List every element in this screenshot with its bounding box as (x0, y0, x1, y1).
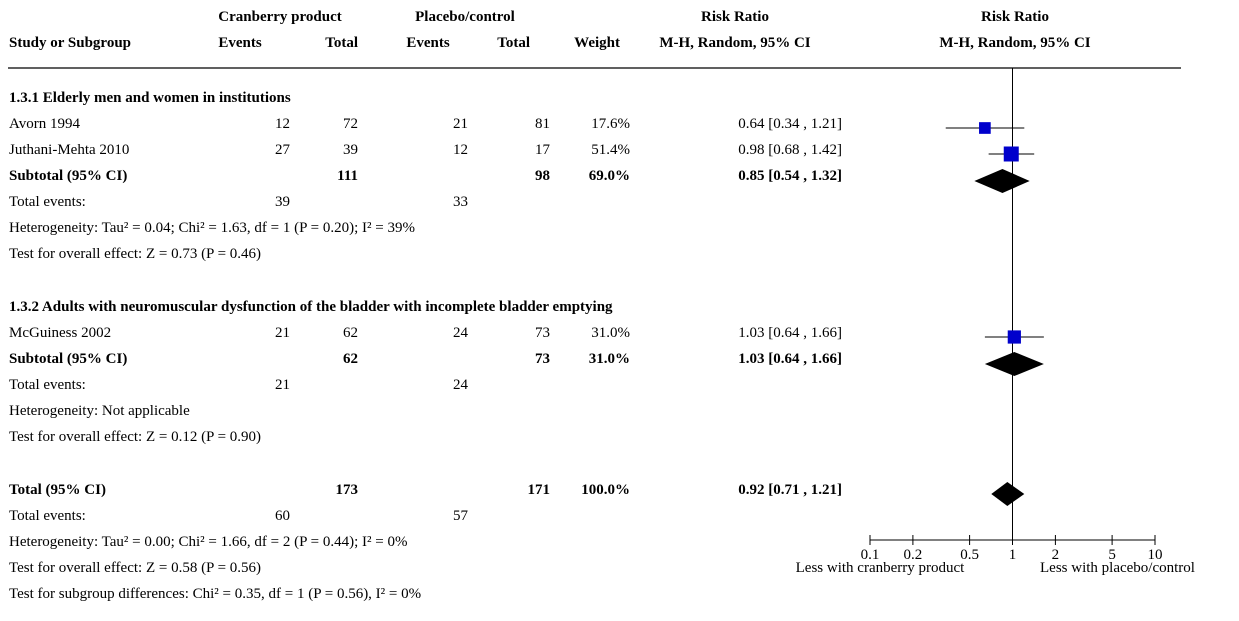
ci-text: 0.85 [0.54 , 1.32] (738, 168, 842, 184)
total2: 17 (535, 142, 550, 158)
total-label: Total (95% CI) (9, 482, 106, 498)
total2: 81 (535, 116, 550, 132)
heterogeneity: Heterogeneity: Tau² = 0.00; Chi² = 1.66,… (9, 534, 408, 550)
events1: 21 (275, 377, 290, 393)
axis-left-label: Less with cranberry product (795, 560, 965, 576)
events1: 60 (275, 508, 290, 524)
x-tick-label: 10 (1148, 547, 1163, 563)
study-name: McGuiness 2002 (9, 325, 112, 341)
x-tick-label: 2 (1052, 547, 1060, 563)
weight: 17.6% (591, 116, 630, 132)
study-marker (979, 122, 991, 134)
col-study: Study or Subgroup (9, 35, 132, 51)
events2: 57 (453, 508, 468, 524)
events2: 12 (453, 142, 468, 158)
events1: 27 (275, 142, 290, 158)
pooled-diamond (984, 352, 1044, 376)
events1: 21 (275, 325, 290, 341)
subtotal-label: Subtotal (95% CI) (9, 168, 128, 184)
col-events1: Events (218, 35, 262, 51)
x-tick-label: 0.5 (960, 547, 979, 563)
col-weight: Weight (574, 35, 620, 51)
study-marker (1007, 330, 1021, 344)
events-label: Total events: (9, 194, 86, 210)
x-tick-label: 0.1 (861, 547, 880, 563)
total2: 73 (535, 325, 550, 341)
total2: 73 (535, 351, 550, 367)
weight: 69.0% (588, 168, 630, 184)
x-tick-label: 0.2 (904, 547, 923, 563)
events2: 24 (453, 377, 468, 393)
total2: 98 (535, 168, 550, 184)
weight: 31.0% (591, 325, 630, 341)
total1: 62 (343, 325, 358, 341)
plot-method: M-H, Random, 95% CI (939, 35, 1091, 51)
rr-title: Risk Ratio (701, 9, 769, 25)
total1: 62 (343, 351, 358, 367)
ci-text: 1.03 [0.64 , 1.66] (738, 351, 842, 367)
x-tick-label: 1 (1009, 547, 1017, 563)
subtotal-label: Subtotal (95% CI) (9, 351, 128, 367)
group2-header: Placebo/control (415, 9, 515, 25)
events1: 12 (275, 116, 290, 132)
pooled-diamond (991, 482, 1025, 506)
weight: 51.4% (591, 142, 630, 158)
overall-effect: Test for overall effect: Z = 0.58 (P = 0… (9, 560, 262, 576)
study-marker (1003, 146, 1019, 162)
weight: 100.0% (581, 482, 630, 498)
col-total2: Total (497, 35, 530, 51)
plot-title: Risk Ratio (981, 9, 1049, 25)
total1: 39 (343, 142, 358, 158)
overall-effect: Test for overall effect: Z = 0.73 (P = 0… (9, 246, 262, 262)
subgroup-title: 1.3.1 Elderly men and women in instituti… (9, 90, 291, 106)
ci-text: 0.98 [0.68 , 1.42] (738, 142, 842, 158)
heterogeneity: Heterogeneity: Not applicable (9, 403, 190, 419)
weight: 31.0% (588, 351, 630, 367)
heterogeneity: Heterogeneity: Tau² = 0.04; Chi² = 1.63,… (9, 220, 415, 236)
events2: 24 (453, 325, 468, 341)
ci-text: 0.64 [0.34 , 1.21] (738, 116, 842, 132)
total1: 173 (335, 482, 359, 498)
events2: 21 (453, 116, 468, 132)
subgroup-title: 1.3.2 Adults with neuromuscular dysfunct… (9, 299, 613, 315)
rr-method: M-H, Random, 95% CI (659, 35, 811, 51)
overall-effect: Test for overall effect: Z = 0.12 (P = 0… (9, 429, 262, 445)
total1: 111 (337, 168, 358, 184)
col-total1: Total (325, 35, 358, 51)
study-name: Avorn 1994 (9, 116, 80, 132)
subgroup-differences: Test for subgroup differences: Chi² = 0.… (9, 586, 422, 602)
ci-text: 0.92 [0.71 , 1.21] (738, 482, 842, 498)
ci-text: 1.03 [0.64 , 1.66] (738, 325, 842, 341)
events-label: Total events: (9, 508, 86, 524)
total2: 171 (527, 482, 551, 498)
col-events2: Events (406, 35, 450, 51)
events1: 39 (275, 194, 290, 210)
pooled-diamond (974, 169, 1030, 193)
events2: 33 (453, 194, 468, 210)
total1: 72 (343, 116, 358, 132)
axis-right-label: Less with placebo/control (1040, 560, 1195, 576)
study-name: Juthani-Mehta 2010 (9, 142, 130, 158)
forest-plot-marks: 0.1 0.2 0.5 1 2 5 10 (861, 68, 1163, 563)
group1-header: Cranberry product (218, 9, 342, 25)
events-label: Total events: (9, 377, 86, 393)
x-tick-label: 5 (1108, 547, 1116, 563)
